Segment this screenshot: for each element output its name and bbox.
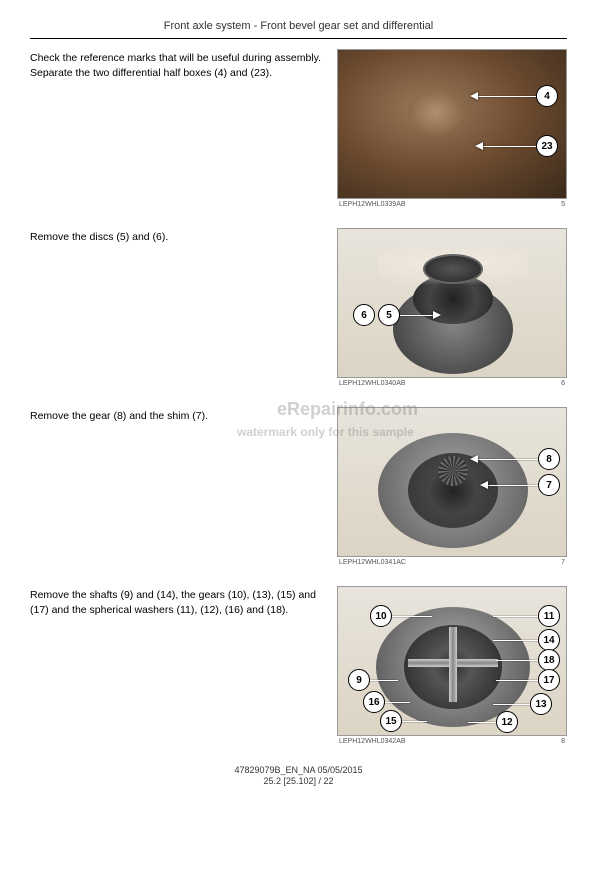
photo-4: 10 9 16 15 11 14 18 17 13 12 <box>337 586 567 736</box>
figure-1-num: 5 <box>561 201 565 208</box>
callout-8: 8 <box>538 448 560 470</box>
callout-7: 7 <box>538 474 560 496</box>
leader-14 <box>493 640 538 641</box>
callout-13: 13 <box>530 693 552 715</box>
header-divider <box>30 38 567 39</box>
housing-3 <box>378 433 528 548</box>
footer-page-ref: 25.2 [25.102] / 22 <box>30 776 567 786</box>
step-4-text: Remove the shafts (9) and (14), the gear… <box>30 586 322 617</box>
callout-17: 17 <box>538 669 560 691</box>
callout-11: 11 <box>538 605 560 627</box>
figure-4-caption: LEPH12WHL0342AB 8 <box>337 738 567 745</box>
leader-17 <box>496 680 538 681</box>
callout-16: 16 <box>363 691 385 713</box>
arrow-5 <box>433 311 441 319</box>
callout-4: 4 <box>536 85 558 107</box>
step-4: Remove the shafts (9) and (14), the gear… <box>30 586 567 745</box>
photo-1: 4 23 <box>337 49 567 199</box>
step-4-line1: Remove the shafts (9) and (14), the gear… <box>30 589 316 616</box>
figure-2: 6 5 LEPH12WHL0340AB 6 <box>337 228 567 387</box>
figure-3-num: 7 <box>561 559 565 566</box>
figure-3: 8 7 LEPH12WHL0341AC 7 eRepairinfo.com wa… <box>337 407 567 566</box>
figure-2-code: LEPH12WHL0340AB <box>339 380 406 387</box>
figure-1-caption: LEPH12WHL0339AB 5 <box>337 201 567 208</box>
callout-12: 12 <box>496 711 518 733</box>
spline-icon <box>438 456 468 486</box>
step-2-line1: Remove the discs (5) and (6). <box>30 231 168 243</box>
leader-9 <box>370 680 398 681</box>
callout-23: 23 <box>536 135 558 157</box>
leader-23 <box>483 146 536 147</box>
figure-1-code: LEPH12WHL0339AB <box>339 201 406 208</box>
callout-14: 14 <box>538 629 560 651</box>
leader-11 <box>493 616 538 617</box>
leader-12 <box>468 722 496 723</box>
arrow-7 <box>480 481 488 489</box>
arrow-4 <box>470 92 478 100</box>
photo-3: 8 7 <box>337 407 567 557</box>
step-3: Remove the gear (8) and the shim (7). 8 … <box>30 407 567 566</box>
step-1-line2: Separate the two differential half boxes… <box>30 67 272 79</box>
figure-4-code: LEPH12WHL0342AB <box>339 738 406 745</box>
leader-8 <box>478 459 538 460</box>
cross-shaft-v <box>449 627 457 702</box>
leader-7 <box>488 485 538 486</box>
step-1: Check the reference marks that will be u… <box>30 49 567 208</box>
leader-16 <box>385 702 410 703</box>
figure-2-caption: LEPH12WHL0340AB 6 <box>337 380 567 387</box>
callout-9: 9 <box>348 669 370 691</box>
callout-18: 18 <box>538 649 560 671</box>
step-2-text: Remove the discs (5) and (6). <box>30 228 322 245</box>
step-1-text: Check the reference marks that will be u… <box>30 49 322 80</box>
figure-4-num: 8 <box>561 738 565 745</box>
arrow-8 <box>470 455 478 463</box>
callout-15: 15 <box>380 710 402 732</box>
footer-doc-ref: 47829079B_EN_NA 05/05/2015 <box>30 765 567 775</box>
figure-3-code: LEPH12WHL0341AC <box>339 559 406 566</box>
figure-1: 4 23 LEPH12WHL0339AB 5 <box>337 49 567 208</box>
page-header: Front axle system - Front bevel gear set… <box>30 20 567 32</box>
leader-5 <box>400 315 433 316</box>
figure-2-num: 6 <box>561 380 565 387</box>
step-3-text: Remove the gear (8) and the shim (7). <box>30 407 322 424</box>
figure-3-caption: LEPH12WHL0341AC 7 <box>337 559 567 566</box>
step-1-line1: Check the reference marks that will be u… <box>30 52 321 64</box>
photo-2: 6 5 <box>337 228 567 378</box>
page-footer: 47829079B_EN_NA 05/05/2015 25.2 [25.102]… <box>30 765 567 786</box>
disc-icon <box>423 254 483 284</box>
figure-4: 10 9 16 15 11 14 18 17 13 12 LEPH12WHL03… <box>337 586 567 745</box>
leader-15 <box>402 721 427 722</box>
leader-18 <box>496 660 538 661</box>
leader-4 <box>478 96 536 97</box>
leader-13 <box>493 704 530 705</box>
step-2: Remove the discs (5) and (6). 6 5 LEPH12… <box>30 228 567 387</box>
callout-5: 5 <box>378 304 400 326</box>
leader-10 <box>392 616 432 617</box>
callout-6: 6 <box>353 304 375 326</box>
step-3-line1: Remove the gear (8) and the shim (7). <box>30 410 208 422</box>
callout-10: 10 <box>370 605 392 627</box>
arrow-23 <box>475 142 483 150</box>
